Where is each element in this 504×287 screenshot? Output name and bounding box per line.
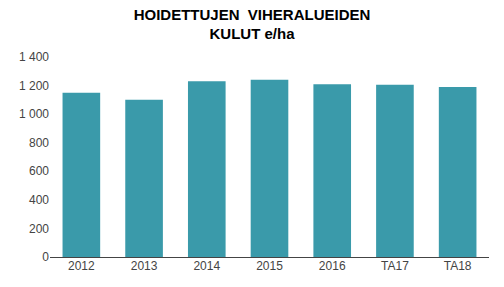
svg-text:2014: 2014: [193, 259, 220, 273]
svg-text:1 000: 1 000: [19, 107, 49, 121]
svg-text:TA18: TA18: [444, 259, 472, 273]
svg-text:2012: 2012: [68, 259, 95, 273]
svg-text:2015: 2015: [256, 259, 283, 273]
svg-text:TA17: TA17: [381, 259, 409, 273]
svg-text:1 400: 1 400: [19, 50, 49, 64]
svg-text:2013: 2013: [131, 259, 158, 273]
svg-text:400: 400: [29, 193, 49, 207]
svg-text:0: 0: [42, 250, 49, 264]
svg-text:800: 800: [29, 136, 49, 150]
svg-text:HOIDETTUJEN VIHERALUEIDENKULU: HOIDETTUJEN VIHERALUEIDENKULUT e/ha: [134, 6, 371, 43]
svg-text:200: 200: [29, 222, 49, 236]
svg-text:600: 600: [29, 164, 49, 178]
svg-text:1 200: 1 200: [19, 79, 49, 93]
svg-text:2016: 2016: [319, 259, 346, 273]
